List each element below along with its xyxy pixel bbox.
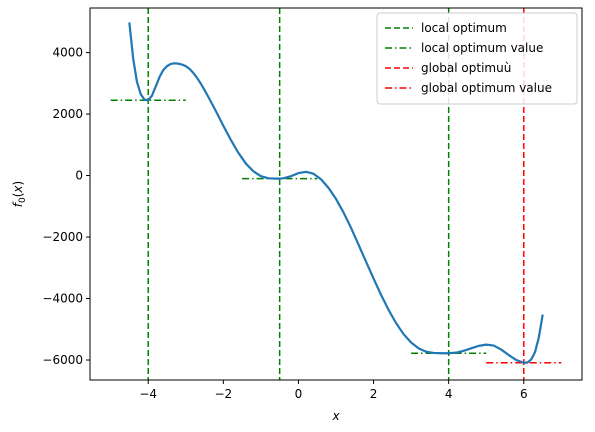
x-tick-label: −2 xyxy=(214,387,232,401)
y-tick-label: −4000 xyxy=(42,292,83,306)
y-tick-label: 2000 xyxy=(52,107,83,121)
y-axis-label: f0(x) xyxy=(11,181,28,207)
function-curve xyxy=(128,22,544,364)
legend-label: global optimuù xyxy=(421,61,511,75)
y-tick-label: 4000 xyxy=(52,46,83,60)
x-tick-label: 2 xyxy=(370,387,378,401)
y-tick-label: −6000 xyxy=(42,353,83,367)
y-tick-label: 0 xyxy=(75,169,83,183)
legend-box xyxy=(376,12,578,105)
legend-label: local optimum xyxy=(421,21,507,35)
x-tick-label: 6 xyxy=(520,387,528,401)
plot-area xyxy=(110,8,562,380)
legend-label: global optimum value xyxy=(421,81,552,95)
x-axis: −4 −2 0 2 4 6 xyxy=(139,380,528,401)
x-tick-label: 0 xyxy=(295,387,303,401)
legend-label: local optimum value xyxy=(421,41,543,55)
axes-frame xyxy=(89,7,583,381)
y-tick-label: −2000 xyxy=(42,230,83,244)
x-axis-label: x xyxy=(331,409,340,423)
y-axis: −6000 −4000 −2000 0 2000 4000 xyxy=(42,46,90,367)
x-tick-label: 4 xyxy=(445,387,453,401)
x-tick-label: −4 xyxy=(139,387,157,401)
legend: local optimum local optimum value global o… xyxy=(376,12,578,105)
